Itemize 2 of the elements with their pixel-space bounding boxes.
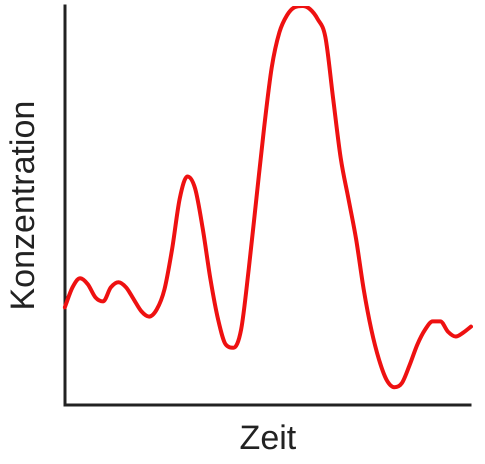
y-axis-title: Konzentration	[4, 100, 42, 311]
x-axis-title: Zeit	[240, 418, 297, 457]
